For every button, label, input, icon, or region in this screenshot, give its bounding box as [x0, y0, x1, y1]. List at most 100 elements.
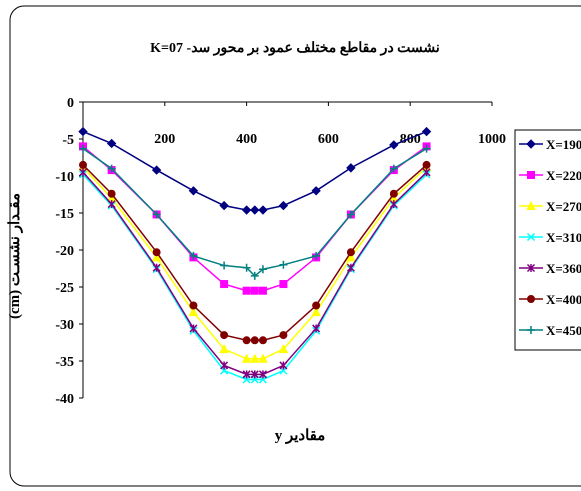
data-point — [152, 263, 161, 272]
y-tick-label: -40 — [55, 392, 74, 407]
x-tick-label: 200 — [154, 132, 175, 147]
data-point — [249, 353, 260, 363]
data-point — [250, 271, 259, 280]
data-point — [258, 353, 268, 363]
data-point — [258, 286, 267, 295]
data-point — [242, 370, 251, 379]
series-layer — [78, 126, 432, 384]
data-point — [151, 165, 162, 175]
y-tick-label: -25 — [55, 281, 74, 296]
legend-label: X=450 — [546, 323, 581, 338]
data-point — [389, 189, 398, 198]
data-point — [279, 361, 288, 370]
data-point — [258, 336, 267, 345]
data-point — [389, 164, 398, 173]
legend-label: X=190 — [546, 137, 581, 152]
legend-marker — [527, 171, 535, 179]
data-point — [241, 353, 252, 363]
data-point — [78, 126, 88, 137]
x-tick-label: 600 — [318, 132, 339, 147]
data-point — [346, 252, 356, 262]
legend-label: X=220 — [546, 168, 581, 183]
data-point — [312, 251, 321, 260]
legend-marker — [526, 263, 536, 273]
data-point — [389, 140, 399, 150]
data-point — [151, 252, 162, 262]
data-point — [219, 344, 229, 354]
legend-marker — [527, 326, 535, 334]
y-tick-label: -35 — [55, 355, 74, 370]
data-point — [189, 301, 198, 310]
legend-label: X=400 — [546, 292, 581, 307]
legend-item: X=360 — [519, 261, 581, 276]
y-tick-label: 0 — [67, 96, 74, 111]
data-point — [152, 210, 161, 219]
y-tick-label: -10 — [55, 170, 74, 185]
data-point — [107, 189, 116, 198]
legend-item: X=270 — [519, 199, 581, 214]
data-point — [346, 163, 356, 173]
data-point — [279, 260, 288, 269]
data-point — [250, 336, 259, 345]
data-point — [278, 200, 289, 211]
data-point — [79, 144, 87, 153]
data-point — [189, 251, 198, 260]
data-point — [311, 186, 321, 196]
data-point — [242, 286, 251, 295]
data-point — [422, 160, 431, 169]
data-point — [250, 286, 259, 295]
x-axis-label: مقادیر y — [275, 428, 326, 444]
data-point — [278, 344, 289, 354]
legend-item: X=450 — [519, 323, 581, 338]
data-point — [312, 301, 321, 310]
data-point — [78, 168, 88, 177]
y-tick-label: -20 — [55, 244, 74, 259]
legend-marker — [526, 139, 536, 149]
data-point — [220, 280, 229, 289]
legend-item: X=400 — [519, 292, 581, 307]
legend-label: X=310 — [546, 230, 581, 245]
chart-border — [9, 5, 581, 487]
legend-label: X=270 — [546, 199, 581, 214]
y-tick-label: -5 — [62, 133, 74, 148]
x-tick-label: 400 — [236, 132, 257, 147]
x-tick-label: 1000 — [478, 132, 506, 147]
data-point — [346, 263, 355, 272]
series-x-190 — [78, 126, 432, 215]
legend-item: X=310 — [519, 230, 581, 245]
data-point — [107, 164, 116, 173]
legend-label: X=360 — [546, 261, 581, 276]
y-axis-label: مقـدار نشسـت (cm) — [7, 193, 23, 319]
legend: X=190 X=220 X=270 X=310 X=360 X=400 X=450 — [514, 129, 581, 351]
data-point — [421, 126, 432, 137]
data-point — [79, 160, 87, 169]
data-point — [250, 205, 260, 215]
data-point — [242, 263, 251, 272]
legend-marker — [527, 295, 535, 303]
data-point — [106, 138, 117, 149]
data-point — [188, 307, 199, 317]
data-point — [258, 265, 267, 274]
data-point — [346, 210, 355, 219]
data-point — [422, 168, 431, 177]
legend-marker — [526, 200, 536, 210]
x-tick-label: 800 — [400, 132, 421, 147]
data-point — [241, 205, 252, 215]
data-point — [422, 144, 431, 153]
data-point — [152, 248, 161, 257]
series-x-400 — [79, 160, 431, 345]
y-tick-label: -15 — [55, 207, 74, 222]
data-point — [258, 370, 267, 379]
data-point — [189, 324, 198, 333]
data-point — [220, 331, 229, 340]
axes: 0 -5 -10 -15 -20 -25 -30 -35 -40 200 400 600 800 1000 — [55, 96, 506, 407]
legend-item: X=190 — [519, 137, 581, 152]
series-x-360 — [78, 168, 431, 379]
series-x-450 — [79, 144, 431, 280]
data-point — [389, 200, 398, 209]
data-point — [242, 336, 251, 345]
data-point — [219, 200, 229, 211]
data-point — [279, 331, 288, 340]
data-point — [311, 307, 321, 317]
